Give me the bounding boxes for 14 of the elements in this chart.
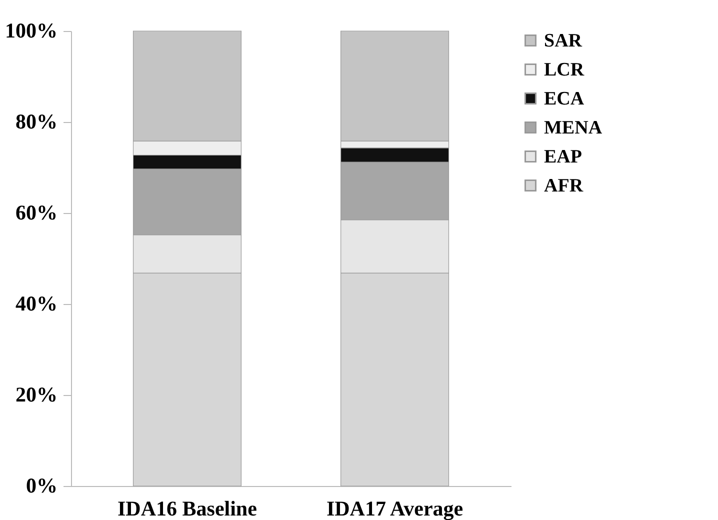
legend-label: SAR	[544, 30, 582, 52]
legend-label: ECA	[544, 88, 584, 110]
y-tick-label: 80%	[16, 110, 58, 134]
legend-label: MENA	[544, 118, 602, 138]
y-tick-label: 0%	[26, 474, 58, 498]
legend-label: AFR	[544, 176, 584, 196]
y-tick-label: 100%	[5, 18, 58, 42]
x-tick-label: IDA16 Baseline	[118, 496, 257, 520]
legend-label: LCR	[544, 60, 584, 80]
x-tick-label: IDA17 Average	[326, 496, 464, 520]
legend-label: EAP	[544, 146, 582, 168]
y-tick-label: 40%	[16, 292, 58, 316]
y-tick-label: 60%	[16, 200, 58, 224]
y-tick-label: 20%	[16, 382, 58, 406]
